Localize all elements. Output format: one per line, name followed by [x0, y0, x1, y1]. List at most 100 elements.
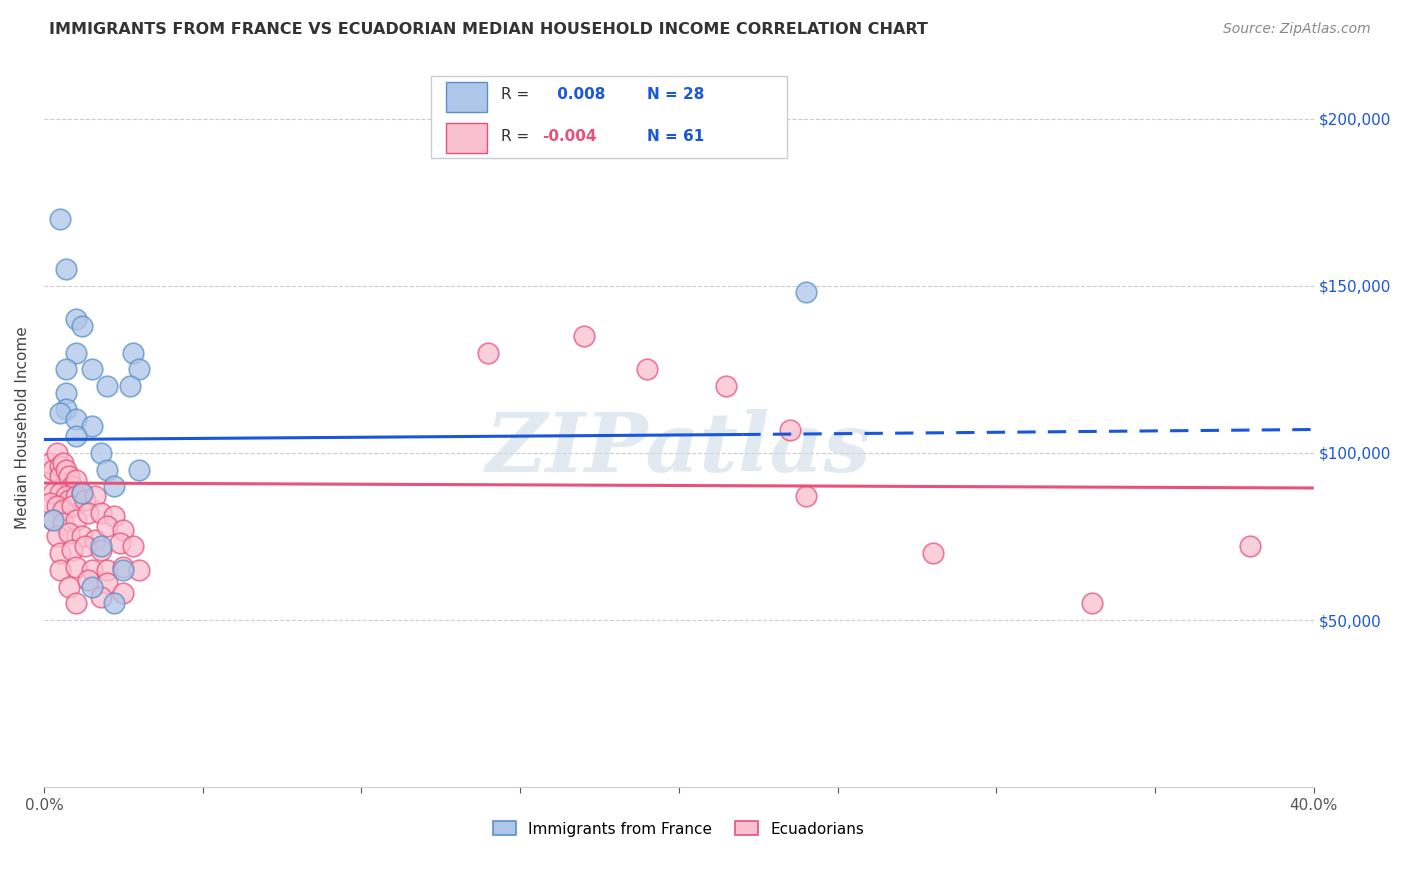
- Point: [62, 500, 84, 514]
- Point: [70, 529, 93, 543]
- Point: [55, 362, 77, 376]
- Point: [121, 345, 143, 359]
- Point: [65, 412, 87, 426]
- Point: [58, 526, 80, 541]
- Point: [65, 489, 87, 503]
- FancyBboxPatch shape: [432, 76, 787, 159]
- Point: [103, 596, 125, 610]
- Point: [42, 513, 65, 527]
- Point: [118, 379, 141, 393]
- Point: [103, 479, 125, 493]
- Point: [921, 546, 943, 560]
- Point: [65, 429, 87, 443]
- Point: [112, 559, 135, 574]
- Point: [90, 590, 112, 604]
- Point: [39, 456, 62, 470]
- Point: [572, 329, 595, 343]
- Point: [65, 596, 87, 610]
- Point: [794, 489, 817, 503]
- Point: [779, 423, 801, 437]
- Text: N = 61: N = 61: [647, 128, 704, 144]
- Point: [121, 540, 143, 554]
- Point: [96, 563, 118, 577]
- Point: [794, 285, 817, 300]
- Point: [1239, 540, 1261, 554]
- Point: [49, 563, 72, 577]
- Point: [1080, 596, 1102, 610]
- Point: [55, 462, 77, 476]
- Point: [70, 486, 93, 500]
- Point: [80, 580, 103, 594]
- Point: [80, 362, 103, 376]
- Point: [65, 559, 87, 574]
- Point: [49, 406, 72, 420]
- Point: [45, 446, 67, 460]
- Point: [58, 492, 80, 507]
- Point: [49, 211, 72, 226]
- Point: [108, 536, 131, 550]
- Legend: Immigrants from France, Ecuadorians: Immigrants from France, Ecuadorians: [485, 814, 872, 844]
- Point: [55, 262, 77, 277]
- Point: [90, 446, 112, 460]
- Point: [70, 486, 93, 500]
- Point: [58, 580, 80, 594]
- Point: [477, 345, 499, 359]
- Point: [52, 516, 75, 530]
- Point: [55, 385, 77, 400]
- Point: [75, 540, 97, 554]
- Point: [65, 513, 87, 527]
- FancyBboxPatch shape: [447, 123, 486, 153]
- Point: [75, 492, 97, 507]
- Point: [96, 576, 118, 591]
- Point: [90, 540, 112, 554]
- Text: R =: R =: [501, 87, 534, 103]
- Point: [39, 496, 62, 510]
- Text: -0.004: -0.004: [541, 128, 596, 144]
- Point: [112, 563, 135, 577]
- Point: [52, 502, 75, 516]
- Point: [96, 519, 118, 533]
- Point: [65, 473, 87, 487]
- Point: [112, 523, 135, 537]
- Point: [49, 459, 72, 474]
- Text: 0.008: 0.008: [551, 87, 605, 103]
- Point: [80, 419, 103, 434]
- Point: [49, 486, 72, 500]
- Point: [96, 462, 118, 476]
- Point: [62, 479, 84, 493]
- Point: [55, 489, 77, 503]
- Point: [636, 362, 658, 376]
- Point: [49, 546, 72, 560]
- Y-axis label: Median Household Income: Median Household Income: [15, 326, 30, 529]
- Text: IMMIGRANTS FROM FRANCE VS ECUADORIAN MEDIAN HOUSEHOLD INCOME CORRELATION CHART: IMMIGRANTS FROM FRANCE VS ECUADORIAN MED…: [49, 22, 928, 37]
- Point: [49, 469, 72, 483]
- Point: [128, 462, 150, 476]
- Point: [62, 542, 84, 557]
- Point: [42, 513, 65, 527]
- Point: [128, 362, 150, 376]
- Point: [42, 486, 65, 500]
- Point: [83, 489, 105, 503]
- Point: [42, 462, 65, 476]
- Point: [77, 573, 100, 587]
- Point: [55, 402, 77, 417]
- Point: [65, 345, 87, 359]
- Point: [90, 542, 112, 557]
- Point: [80, 563, 103, 577]
- Text: ZIPatlas: ZIPatlas: [486, 409, 872, 490]
- Point: [96, 379, 118, 393]
- Point: [65, 312, 87, 326]
- Text: Source: ZipAtlas.com: Source: ZipAtlas.com: [1223, 22, 1371, 37]
- FancyBboxPatch shape: [447, 82, 486, 112]
- Point: [77, 506, 100, 520]
- Text: R =: R =: [501, 128, 534, 144]
- Text: N = 28: N = 28: [647, 87, 704, 103]
- Point: [716, 379, 738, 393]
- Point: [45, 529, 67, 543]
- Point: [103, 509, 125, 524]
- Point: [90, 506, 112, 520]
- Point: [58, 469, 80, 483]
- Point: [45, 500, 67, 514]
- Point: [112, 586, 135, 600]
- Point: [70, 318, 93, 333]
